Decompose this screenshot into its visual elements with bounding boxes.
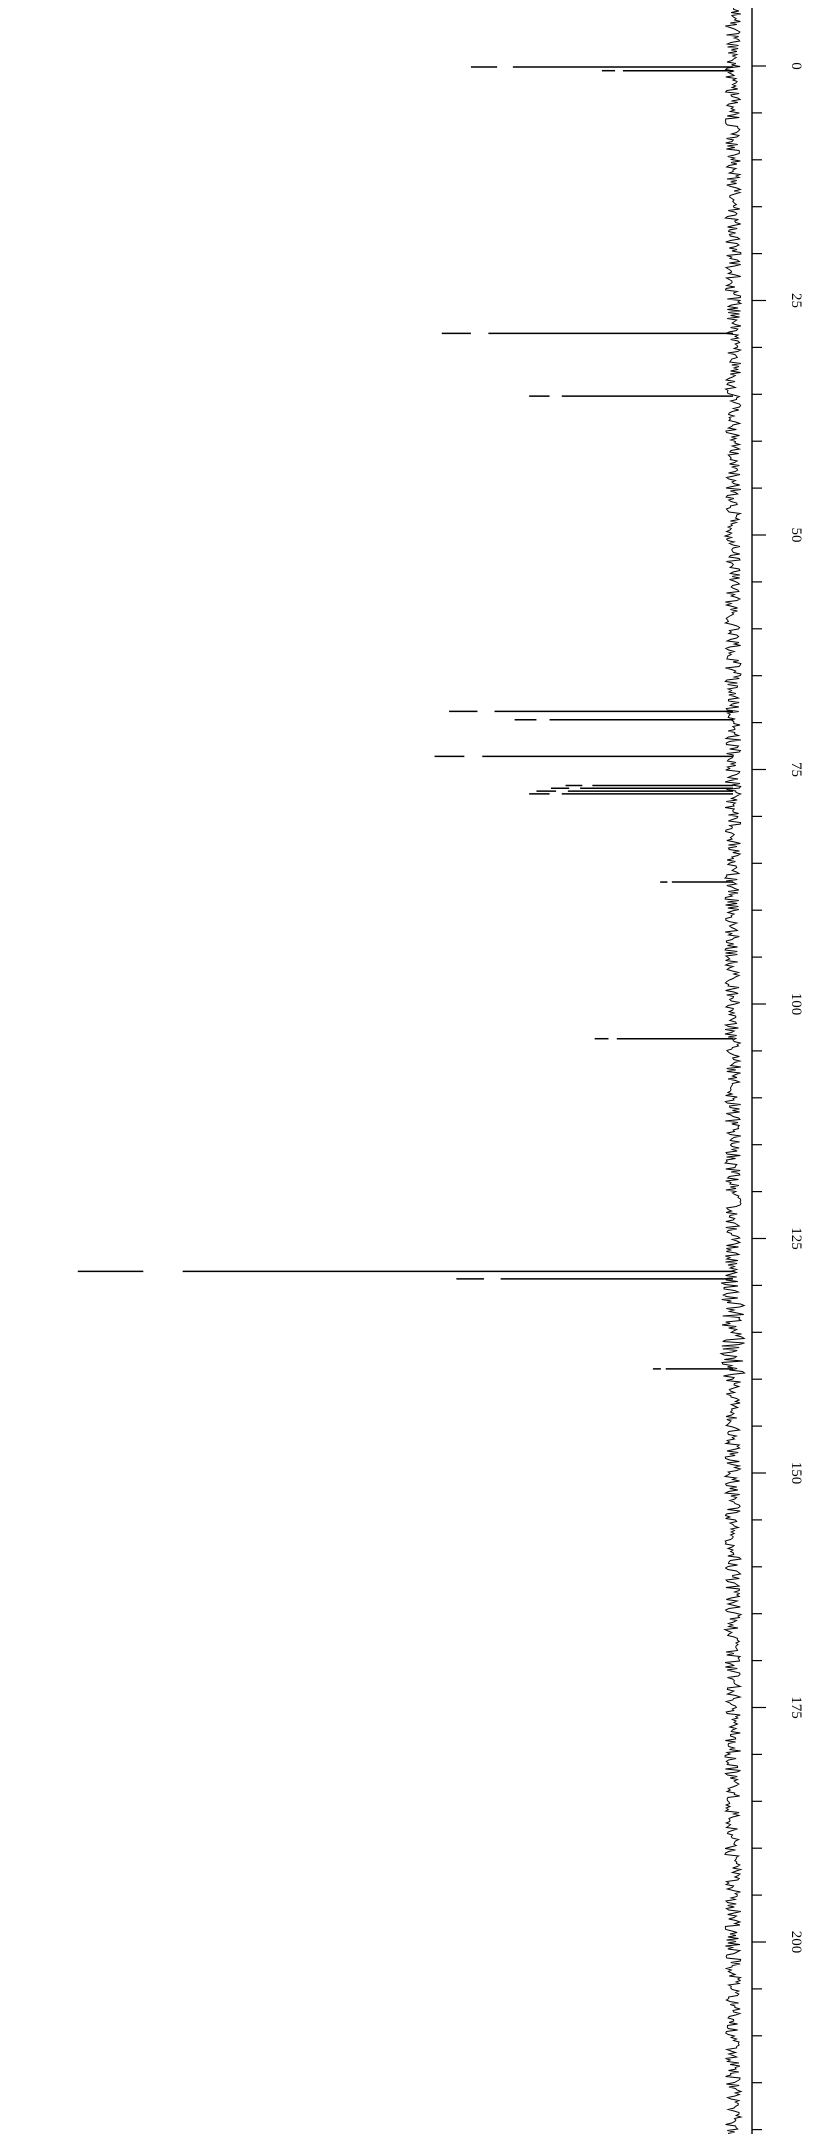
tick-label: 200 [788, 1931, 804, 1954]
tick-label: 75 [788, 762, 804, 777]
baseline-noise-trace [719, 7, 746, 2134]
tick-label: 25 [788, 293, 804, 308]
chemical-shift-axis [751, 8, 766, 2134]
tick-label: 175 [788, 1696, 804, 1719]
baseline-trace [719, 7, 746, 2134]
tick-label: 150 [788, 1462, 804, 1485]
peak-series [77, 66, 733, 1370]
tick-label: 125 [788, 1227, 804, 1250]
tick-label: 100 [788, 993, 804, 1016]
tick-label: 0 [788, 62, 804, 70]
tick-label: 50 [788, 528, 804, 543]
tick-label-group: 0 25 50 75 100 125 150 175 200 [788, 62, 804, 1953]
